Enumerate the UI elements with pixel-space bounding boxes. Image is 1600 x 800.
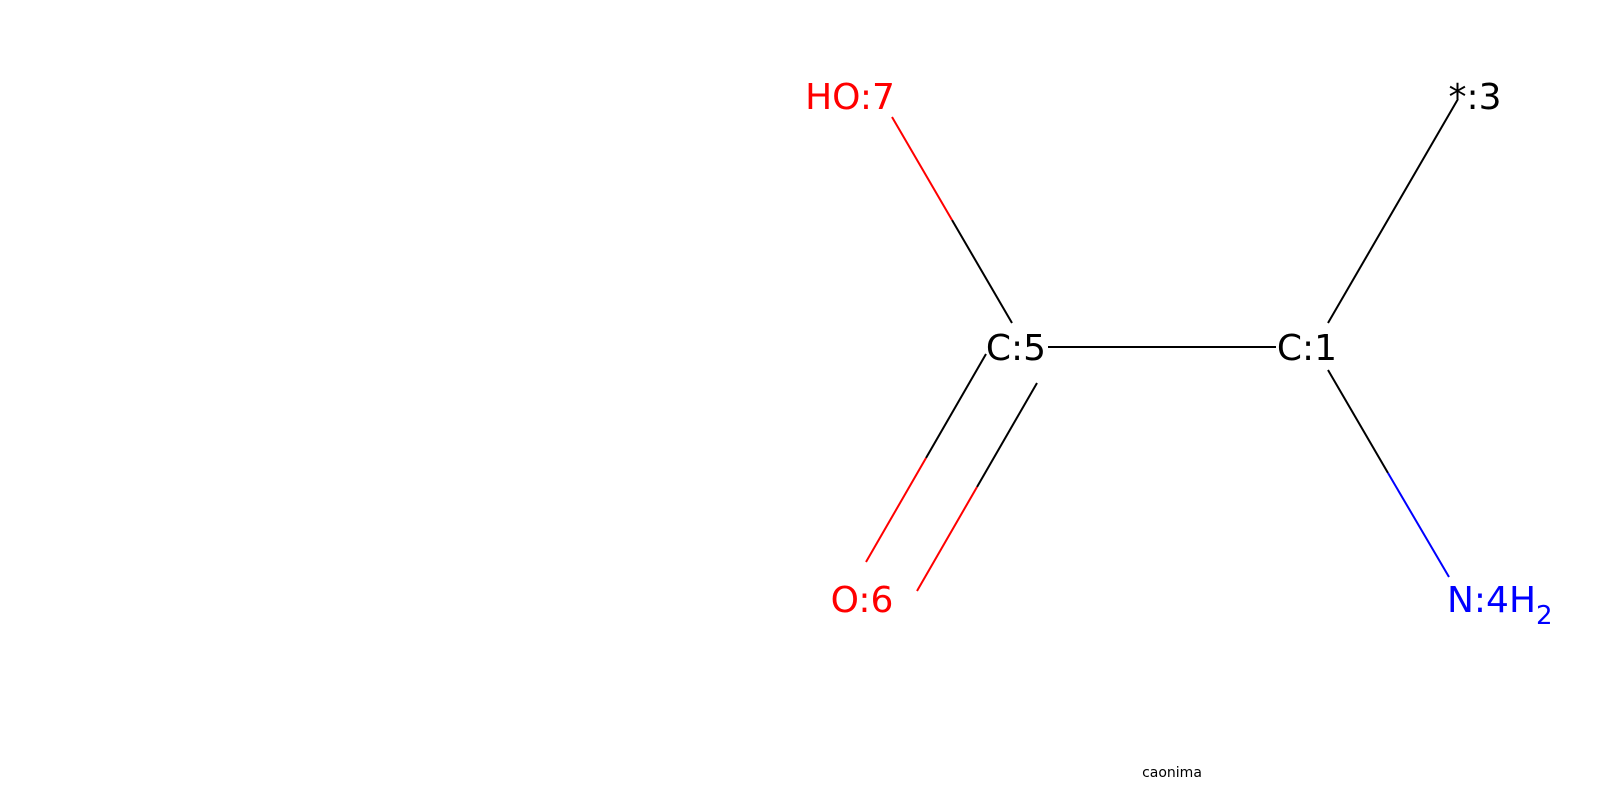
bond-c1-n4: [1327, 369, 1450, 578]
bond-c1-wildcard3: [1327, 98, 1459, 324]
atom-label-nitrogen-4: N:4H2: [1447, 580, 1553, 631]
atom-label-wildcard-3: *:3: [1448, 77, 1501, 118]
atom-label-oxygen-6: O:6: [831, 580, 894, 621]
atom-label-nitrogen-4-subscript: 2: [1536, 601, 1553, 631]
bonds: [865, 98, 1459, 592]
bond-c5-ho7: [891, 116, 1013, 324]
atom-label-nitrogen-4-main: N:4H: [1447, 580, 1536, 621]
atom-label-carbon-1: C:1: [1277, 328, 1337, 369]
diagram-caption: caonima: [1142, 765, 1202, 781]
bond-c5-o6-double: [865, 353, 1038, 592]
atom-label-carbon-5: C:5: [986, 328, 1046, 369]
atom-label-hydroxyl-o7: HO:7: [805, 77, 895, 118]
atom-labels: HO:7 *:3 C:5 C:1 O:6 N:4H2: [805, 77, 1553, 631]
